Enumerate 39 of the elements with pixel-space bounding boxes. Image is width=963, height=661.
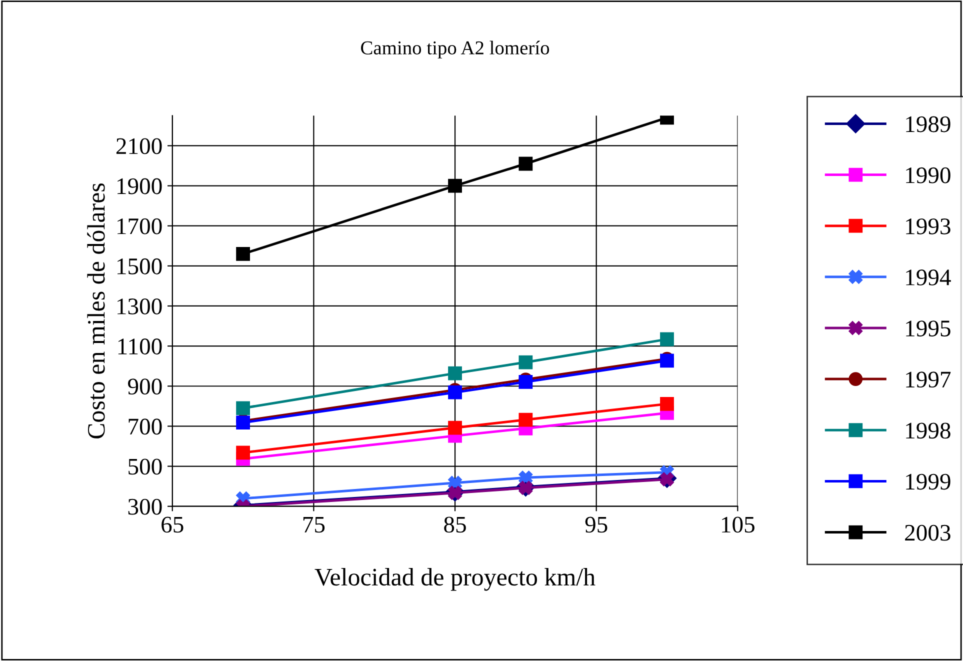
y-tick-label: 1100	[118, 338, 162, 354]
point	[518, 156, 533, 171]
x-tick-label: 75	[303, 516, 325, 533]
y-tick-label: 900	[128, 378, 162, 395]
point	[448, 420, 462, 435]
y-tick-label: 700	[128, 418, 162, 435]
legend-label: 1997	[906, 372, 951, 388]
y-tick-label: 2100	[116, 138, 162, 154]
point	[448, 366, 462, 380]
point	[236, 246, 250, 261]
y-tick-label: 1300	[118, 298, 162, 314]
point	[518, 412, 533, 427]
legend-label: 1994	[906, 270, 951, 286]
legend-label: 2003	[905, 524, 950, 541]
legend-label: 1999	[906, 474, 950, 490]
point	[448, 178, 462, 193]
x-axis-title: Velocidad de proyecto km/h	[314, 568, 596, 591]
y-tick-label: 1500	[118, 258, 162, 274]
legend-label: 1995	[906, 320, 950, 336]
x-tick-label: 105	[722, 516, 754, 533]
point	[518, 374, 533, 389]
y-tick-label: 300	[128, 498, 162, 515]
x-tick-label: 85	[444, 516, 466, 533]
point	[236, 401, 250, 416]
point	[660, 397, 674, 411]
legend-label: 1990	[906, 167, 950, 184]
y-tick-label: 500	[128, 458, 162, 475]
x-tick-label: 95	[585, 516, 608, 533]
point	[236, 446, 250, 460]
point	[660, 332, 674, 346]
legend-label: 1993	[906, 218, 950, 234]
x-tick-label: 65	[162, 516, 184, 533]
chart-title: Camino tipo A2 lomerío	[361, 40, 550, 58]
y-axis-title: Costo en miles de dólares	[87, 183, 105, 438]
y-tick-label: 1900	[118, 178, 162, 194]
legend-label: 1998	[906, 422, 950, 439]
point	[518, 355, 533, 370]
legend-label: 1989	[906, 116, 950, 132]
y-tick-label: 1700	[118, 218, 162, 234]
